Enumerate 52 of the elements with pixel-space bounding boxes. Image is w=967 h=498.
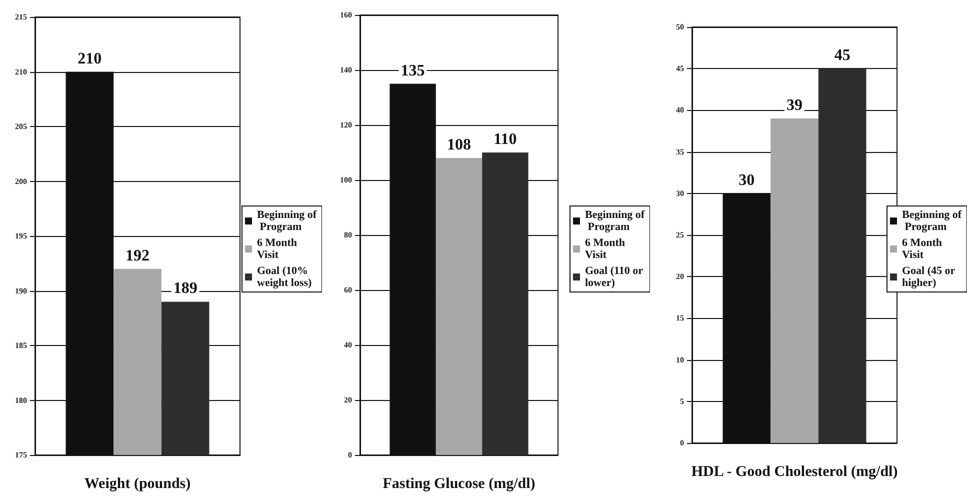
data-label: 39 [786, 97, 802, 114]
y-tick-label: 160 [340, 10, 352, 20]
y-tick-label: 15 [676, 314, 684, 323]
bar [770, 118, 818, 443]
y-tick-label: 205 [15, 122, 27, 131]
y-tick-label: 20 [676, 272, 684, 282]
data-label: 135 [400, 62, 425, 80]
legend-label: 6 Month Visit [585, 237, 628, 261]
x-axis-title: Weight (pounds) [84, 476, 191, 492]
y-tick-label: 100 [340, 176, 352, 184]
y-tick-label: 5 [680, 396, 684, 406]
y-tick-label: 175 [15, 450, 27, 460]
y-tick-label: 200 [15, 176, 27, 186]
data-label: 192 [126, 247, 150, 264]
y-tick-label: 180 [15, 396, 27, 405]
y-tick-label: 185 [15, 341, 27, 350]
legend-label: Goal (110 or lower) [585, 265, 646, 289]
y-tick-label: 0 [348, 450, 352, 460]
y-tick-label: 120 [340, 120, 352, 130]
legend-label: Beginning of Program [902, 209, 962, 233]
y-tick-label: 10 [676, 355, 684, 364]
y-tick-label: 210 [15, 67, 27, 76]
bar [818, 68, 866, 443]
y-tick-label: 195 [15, 232, 27, 240]
data-label: 189 [173, 280, 198, 298]
x-axis-title: Fasting Glucose (mg/dl) [382, 476, 536, 492]
y-tick-label: 40 [344, 340, 352, 350]
data-label: 30 [738, 172, 755, 189]
y-tick-label: 35 [676, 147, 684, 156]
data-label: 45 [834, 47, 850, 64]
legend-label: 6 Month Visit [257, 237, 300, 261]
y-tick-label: 45 [676, 64, 684, 74]
y-tick-label: 80 [344, 230, 352, 240]
legend-label: Beginning of Program [257, 209, 317, 233]
y-tick-label: 40 [676, 106, 684, 115]
y-tick-label: 190 [15, 286, 27, 296]
y-tick-label: 140 [340, 66, 352, 74]
y-tick-label: 60 [344, 286, 352, 294]
y-tick-label: 30 [676, 188, 684, 198]
y-tick-label: 25 [676, 230, 684, 240]
data-label: 210 [78, 50, 102, 68]
legend-label: 6 Month Visit [902, 237, 945, 261]
data-label: 108 [447, 136, 471, 154]
data-label: 110 [494, 131, 517, 148]
legend-label: Goal (45 or higher) [902, 265, 958, 289]
y-tick-label: 20 [344, 396, 352, 404]
x-axis-title: HDL - Good Cholesterol (mg/dl) [691, 464, 898, 480]
y-tick-label: 215 [15, 12, 27, 22]
legend-label: Goal (10% weight loss) [257, 265, 312, 289]
y-tick-label: 0 [680, 438, 684, 448]
legend-label: Beginning of Program [585, 209, 645, 233]
y-tick-label: 50 [676, 22, 684, 32]
